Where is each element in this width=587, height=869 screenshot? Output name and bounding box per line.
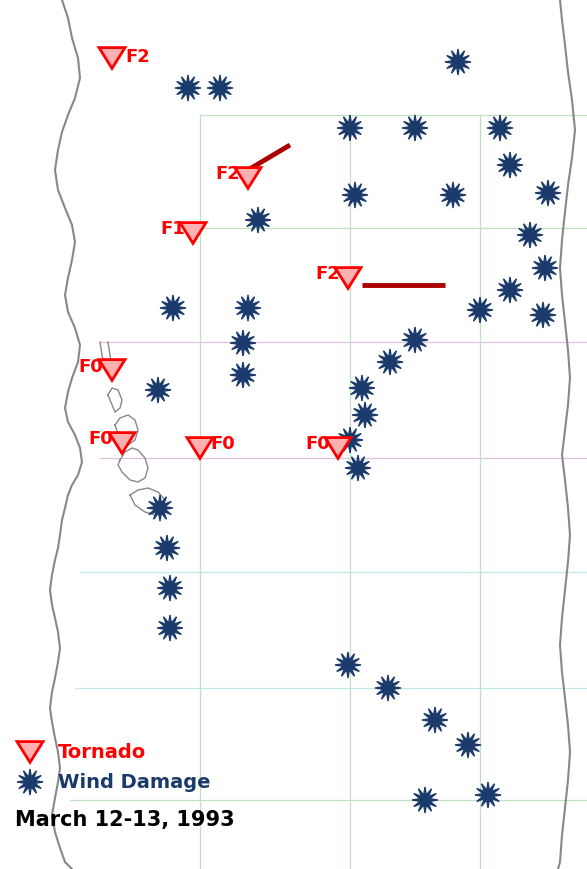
Polygon shape [337,427,363,453]
Polygon shape [157,615,183,641]
Polygon shape [402,115,428,141]
Polygon shape [335,268,361,289]
Polygon shape [445,49,471,75]
Polygon shape [487,115,513,141]
Polygon shape [517,222,543,248]
Polygon shape [535,180,561,206]
Polygon shape [235,295,261,321]
Text: F2: F2 [315,265,340,283]
Polygon shape [352,402,378,428]
Polygon shape [180,222,206,243]
Text: F0: F0 [78,358,103,376]
Polygon shape [349,375,375,401]
Polygon shape [325,438,351,459]
Polygon shape [207,75,233,101]
Polygon shape [377,349,403,375]
Polygon shape [497,152,523,178]
Polygon shape [17,741,43,762]
Text: Wind Damage: Wind Damage [58,773,211,792]
Polygon shape [335,652,361,678]
Text: F0: F0 [210,435,235,453]
Polygon shape [175,75,201,101]
Polygon shape [109,433,135,454]
Text: Tornado: Tornado [58,742,146,761]
Polygon shape [154,535,180,561]
Polygon shape [455,732,481,758]
Polygon shape [235,168,261,189]
Polygon shape [17,769,43,795]
Polygon shape [440,182,466,208]
Text: F2: F2 [215,165,239,183]
Polygon shape [187,438,213,459]
Polygon shape [475,782,501,808]
Polygon shape [337,115,363,141]
Polygon shape [230,362,256,388]
Text: F0: F0 [305,435,330,453]
Polygon shape [157,575,183,601]
Polygon shape [99,48,125,69]
Polygon shape [345,455,371,481]
Polygon shape [497,277,523,303]
Text: March 12-13, 1993: March 12-13, 1993 [15,810,235,830]
Polygon shape [375,675,401,701]
Polygon shape [160,295,186,321]
Polygon shape [402,327,428,353]
Text: F0: F0 [88,430,113,448]
Polygon shape [530,302,556,328]
Polygon shape [412,787,438,813]
Polygon shape [467,297,493,323]
Polygon shape [245,207,271,233]
Polygon shape [230,330,256,356]
Polygon shape [99,360,125,381]
Polygon shape [422,707,448,733]
Polygon shape [342,182,368,208]
Polygon shape [147,495,173,521]
Text: F1: F1 [160,220,185,238]
Polygon shape [145,377,171,403]
Polygon shape [532,255,558,281]
Text: F2: F2 [125,48,150,66]
